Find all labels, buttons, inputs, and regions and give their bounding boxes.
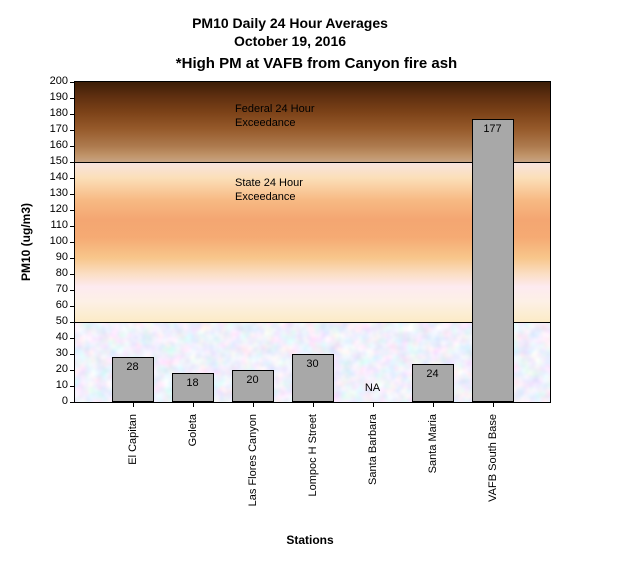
- y-tick-mark: [70, 242, 75, 243]
- x-tick-mark: [192, 403, 194, 407]
- below-state-zone: [75, 322, 550, 402]
- chart-subtitle: *High PM at VAFB from Canyon fire ash: [175, 55, 458, 72]
- state-exceedance-zone: [75, 162, 550, 322]
- y-tick-mark: [70, 194, 75, 195]
- y-tick-label: 20: [55, 363, 68, 375]
- bar-goleta: 18: [171, 373, 214, 402]
- y-tick-label: 30: [55, 347, 68, 359]
- y-tick-label: 110: [50, 219, 68, 231]
- x-category-label-vafb-south-base: VAFB South Base: [486, 414, 499, 502]
- y-tick-mark: [70, 338, 75, 339]
- y-tick-label: 60: [55, 299, 68, 311]
- y-tick-mark: [70, 290, 75, 291]
- y-tick-label: 200: [49, 75, 68, 87]
- y-tick-label: 10: [55, 379, 68, 391]
- y-tick-mark: [70, 386, 75, 387]
- x-tick-mark: [432, 403, 434, 407]
- y-tick-mark: [70, 162, 75, 163]
- y-axis-title: PM10 (ug/m3): [19, 202, 33, 282]
- federal-threshold-line: [75, 162, 550, 163]
- y-tick-label: 190: [49, 91, 68, 103]
- y-tick-mark: [70, 210, 75, 211]
- y-tick-label: 120: [49, 203, 68, 215]
- value-label-el-capitan: 28: [126, 361, 139, 374]
- value-label-las-flores-canyon: 20: [246, 374, 259, 386]
- y-tick-mark: [70, 306, 75, 307]
- value-label-santa-barbara: NA: [364, 382, 381, 394]
- y-tick-mark: [70, 402, 75, 403]
- y-tick-mark: [70, 146, 75, 147]
- chart-title-line1: PM10 Daily 24 Hour Averages: [192, 15, 388, 31]
- y-tick-label: 70: [55, 283, 68, 295]
- y-tick-label: 130: [49, 187, 68, 199]
- y-tick-mark: [70, 178, 75, 179]
- y-tick-mark: [70, 226, 75, 227]
- chart-title: PM10 Daily 24 Hour Averages October 19, …: [0, 14, 580, 50]
- y-tick-mark: [70, 370, 75, 371]
- y-tick-mark: [70, 130, 75, 131]
- y-tick-label: 40: [55, 331, 68, 343]
- x-tick-mark: [132, 403, 134, 407]
- plot-area: Federal 24 Hour Exceedance State 24 Hour…: [74, 81, 551, 403]
- y-tick-label: 160: [49, 139, 68, 151]
- x-tick-mark: [492, 403, 494, 407]
- y-tick-label: 150: [49, 155, 68, 167]
- y-tick-mark: [70, 322, 75, 323]
- x-category-label-el-capitan: El Capitan: [126, 414, 139, 465]
- value-label-lompoc-h-street: 30: [306, 358, 319, 370]
- x-category-label-santa-maria: Santa Maria: [426, 414, 439, 474]
- y-tick-label: 170: [49, 123, 68, 135]
- federal-exceedance-zone: [75, 82, 550, 162]
- value-label-santa-maria: 24: [426, 367, 439, 380]
- y-tick-label: 0: [61, 395, 68, 407]
- y-tick-mark: [70, 82, 75, 83]
- y-tick-label: 140: [49, 171, 68, 183]
- bar-vafb-south-base: 177: [471, 118, 514, 402]
- y-tick-mark: [70, 354, 75, 355]
- x-tick-mark: [372, 403, 374, 407]
- y-tick-label: 90: [55, 251, 68, 263]
- y-tick-mark: [70, 98, 75, 99]
- state-zone-label: State 24 Hour Exceedance: [235, 177, 303, 203]
- y-tick-label: 180: [49, 107, 68, 119]
- state-threshold-line: [75, 322, 550, 323]
- y-tick-label: 50: [55, 315, 68, 327]
- x-category-label-santa-barbara: Santa Barbara: [366, 414, 379, 485]
- bar-el-capitan: 28: [111, 357, 154, 402]
- federal-zone-label: Federal 24 Hour Exceedance: [235, 103, 315, 129]
- x-tick-mark: [312, 403, 314, 407]
- value-label-goleta: 18: [186, 377, 199, 390]
- y-tick-label: 100: [49, 235, 68, 247]
- x-category-label-las-flores-canyon: Las Flores Canyon: [246, 414, 259, 507]
- y-tick-mark: [70, 114, 75, 115]
- x-category-label-lompoc-h-street: Lompoc H Street: [306, 414, 319, 497]
- x-category-label-goleta: Goleta: [186, 414, 199, 447]
- bar-las-flores-canyon: 20: [231, 370, 274, 402]
- y-tick-mark: [70, 274, 75, 275]
- y-tick-mark: [70, 258, 75, 259]
- bar-lompoc-h-street: 30: [291, 354, 334, 402]
- bar-santa-maria: 24: [411, 363, 454, 402]
- chart-title-line2: October 19, 2016: [233, 33, 347, 49]
- y-tick-label: 80: [55, 267, 68, 279]
- value-label-vafb-south-base: 177: [483, 122, 502, 135]
- x-axis-title: Stations: [286, 533, 334, 547]
- x-tick-mark: [252, 403, 254, 407]
